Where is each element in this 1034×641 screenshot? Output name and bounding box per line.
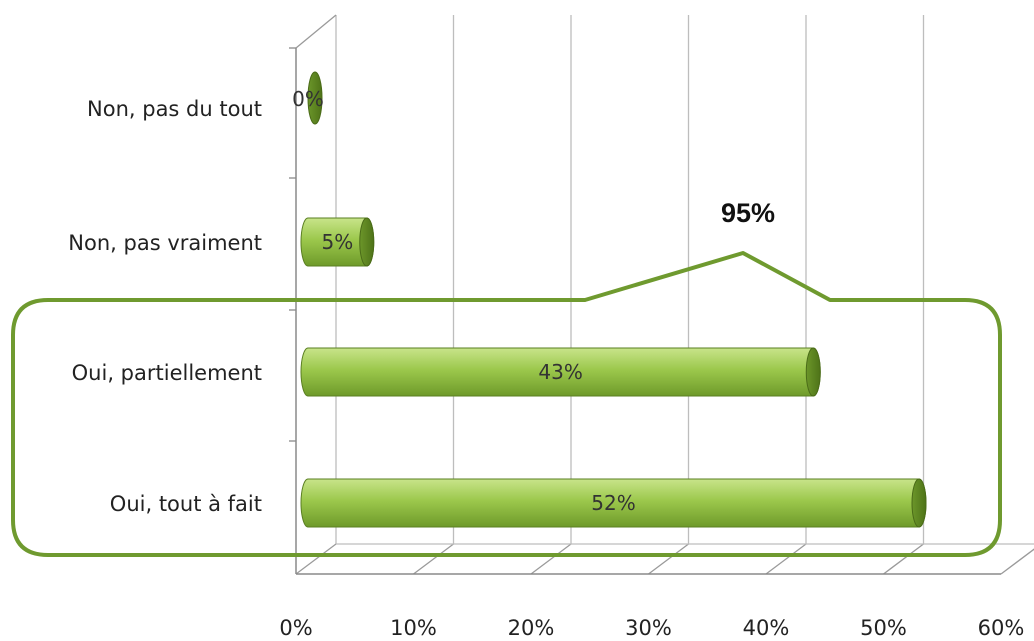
- floor-line: [295, 543, 337, 575]
- floor-line: [648, 543, 689, 575]
- callout-bracket: [11, 251, 1002, 557]
- callout: 95%: [11, 198, 1002, 557]
- floor-line: [530, 543, 572, 575]
- labels: 0% 10% 20% 30% 40% 50% 60% 0% Non, pas du tout 5%…: [68, 87, 1024, 640]
- floor-line: [765, 543, 807, 575]
- bar-end-cap: [805, 347, 821, 397]
- x-tick-label: 60%: [978, 616, 1025, 640]
- bars: [300, 71, 927, 528]
- data-label: 52%: [591, 491, 635, 515]
- data-label: 43%: [538, 360, 582, 384]
- bar-end-cap: [911, 478, 927, 528]
- x-tick-label: 20%: [508, 616, 555, 640]
- floor-line: [883, 543, 924, 575]
- wall-top-edge: [295, 14, 337, 49]
- category-label: Non, pas du tout: [87, 97, 262, 121]
- x-tick-label: 0%: [279, 616, 312, 640]
- axes: [289, 14, 1001, 575]
- bar-end-cap: [359, 217, 375, 267]
- category-label: Non, pas vraiment: [68, 231, 262, 255]
- callout-label: 95%: [721, 198, 775, 228]
- x-tick-label: 30%: [625, 616, 672, 640]
- x-tick-label: 40%: [743, 616, 790, 640]
- x-tick-label: 50%: [860, 616, 907, 640]
- x-tick-label: 10%: [390, 616, 437, 640]
- bar: [307, 71, 323, 125]
- category-label: Oui, tout à fait: [110, 492, 262, 516]
- data-label: 0%: [292, 87, 324, 111]
- floor-line: [1000, 548, 1034, 575]
- data-label: 5%: [322, 230, 354, 254]
- grid-lines: [295, 15, 1034, 575]
- category-label: Oui, partiellement: [72, 361, 262, 385]
- floor-line: [413, 543, 454, 575]
